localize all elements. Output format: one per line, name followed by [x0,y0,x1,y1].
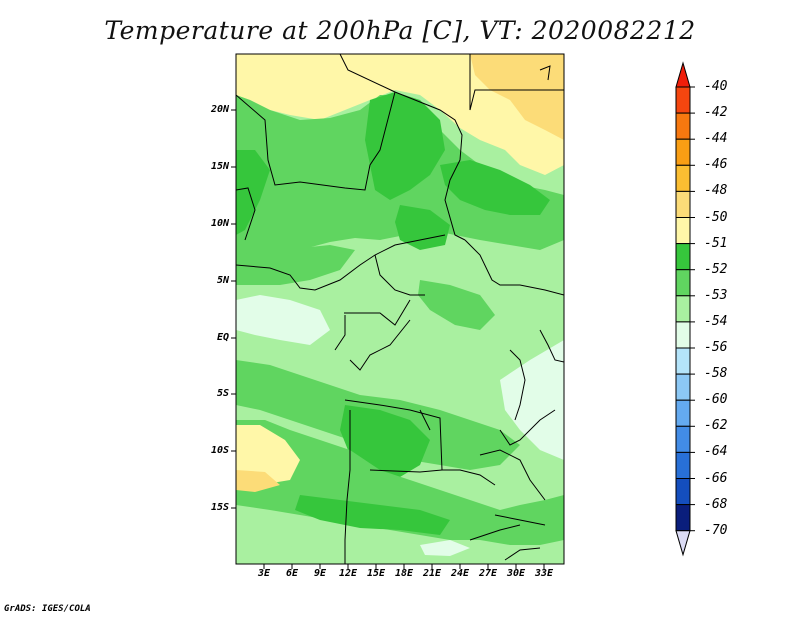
lon-label: 18E [394,568,414,579]
map-title: Temperature at 200hPa [C], VT: 202008221… [104,16,696,45]
colorbar-swatch [675,243,691,271]
lat-label: 10N [210,218,229,229]
country-borders [236,54,564,564]
lat-label: 15S [210,502,229,513]
colorbar-swatch [675,138,691,166]
colorbar-swatch [675,86,691,114]
colorbar-swatch [675,373,691,401]
colorbar-label: -44 [704,131,728,147]
lat-label: 10S [210,445,229,456]
lat-label: 5S [216,388,229,399]
colorbar-label: -60 [704,392,728,408]
lon-label: 3E [257,568,271,579]
temperature-field [236,54,564,564]
lat-label: 5N [216,275,229,286]
colorbar-label: -54 [704,313,728,329]
colorbar-swatch [675,451,691,479]
lon-label: 33E [534,568,554,579]
lat-label: 20N [210,104,229,115]
colorbar-label: -51 [704,235,728,251]
colorbar-swatch [675,399,691,427]
colorbar-swatch [675,269,691,297]
colorbar-swatch [675,321,691,349]
colorbar-swatch [675,61,691,88]
colorbar-swatch [675,112,691,140]
colorbar-label: -64 [704,444,728,460]
colorbar-label: -58 [704,366,728,382]
lon-label: 30E [506,568,526,579]
colorbar-label: -53 [704,287,728,303]
colorbar-swatch [675,425,691,453]
map-frame [235,53,565,565]
colorbar-swatch [675,347,691,375]
lon-label: 21E [422,568,442,579]
lon-label: 15E [366,568,386,579]
colorbar-swatch [675,478,691,506]
colorbar-label: -52 [704,261,728,277]
lon-label: 12E [338,568,358,579]
lon-label: 9E [313,568,327,579]
colorbar-swatch [675,217,691,245]
colorbar-label: -56 [704,340,728,355]
colorbar-label: -70 [704,522,728,538]
colorbar-swatch [675,530,691,557]
colorbar-label: -62 [704,418,728,434]
lon-label: 27E [478,568,498,579]
lat-label: EQ [216,332,229,343]
lon-label: 24E [450,568,470,579]
colorbar-label: -48 [704,183,728,199]
colorbar-label: -50 [704,209,728,225]
axis-ticks [231,109,545,569]
colorbar-label: -66 [704,470,728,486]
grads-credit: GrADS: IGES/COLA [4,604,91,614]
colorbar-swatch [675,164,691,192]
colorbar-label: -46 [704,157,728,173]
colorbar-label: -68 [704,496,728,512]
colorbar-label: -42 [704,105,728,121]
lat-label: 15N [210,161,229,172]
colorbar-label: -40 [704,79,728,94]
colorbar-swatch [675,190,691,218]
colorbar [675,61,695,557]
colorbar-swatch [675,504,691,532]
colorbar-swatch [675,295,691,323]
lon-label: 6E [285,568,299,579]
